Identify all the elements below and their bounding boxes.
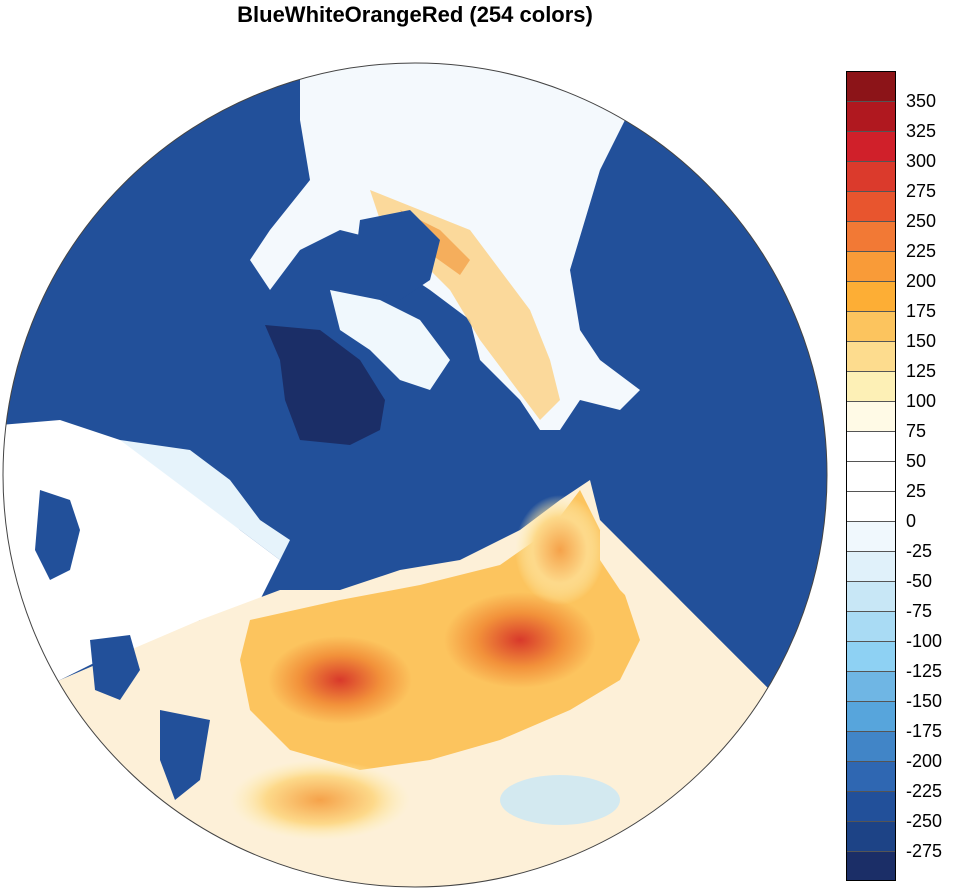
map-boundary xyxy=(2,62,828,888)
colorbar-tick-label: -125 xyxy=(906,661,943,681)
colorbar-tick-label: 275 xyxy=(906,181,937,201)
colorbar-tick-label: -200 xyxy=(906,751,943,771)
colorbar-swatch xyxy=(846,521,896,551)
colorbar-tick-label: -275 xyxy=(906,841,943,861)
baltic-sea xyxy=(35,490,80,580)
kamchatka xyxy=(600,530,670,620)
colorbar-swatch xyxy=(846,101,896,131)
warm-spot-far-east xyxy=(515,495,605,605)
colorbar-tick-label: -25 xyxy=(906,541,933,561)
colorbar-tick-label: 350 xyxy=(906,91,937,111)
colorbar-tick-label: 25 xyxy=(906,481,927,501)
land-europe-north xyxy=(120,440,290,560)
colorbar-tick-label: -225 xyxy=(906,781,943,801)
colorbar-tick-label: -150 xyxy=(906,691,943,711)
black-sea xyxy=(90,635,140,700)
colorbar-swatch xyxy=(846,761,896,791)
colorbar-swatch xyxy=(846,461,896,491)
colorbar-swatch xyxy=(846,581,896,611)
colorbar-tick-label: 225 xyxy=(906,241,937,261)
colorbar-tick-label: 300 xyxy=(906,151,937,171)
polar-map xyxy=(2,62,828,888)
colorbar-tick-label: 125 xyxy=(906,361,937,381)
colorbar-swatch xyxy=(846,161,896,191)
land-europe xyxy=(3,420,280,710)
colorbar-tick-label: -175 xyxy=(906,721,943,741)
colorbar-tick-label: -250 xyxy=(906,811,943,831)
colorbar-tick-label: 50 xyxy=(906,451,927,471)
colorbar-swatch xyxy=(846,851,896,881)
colorbar-swatch xyxy=(846,701,896,731)
colorbar-swatch xyxy=(846,191,896,221)
colorbar-swatch xyxy=(846,491,896,521)
colorbar-tick-label: 100 xyxy=(906,391,937,411)
colorbar-swatch xyxy=(846,791,896,821)
colorbar-tick-label: 250 xyxy=(906,211,937,231)
canadian-archipelago xyxy=(330,290,450,390)
plot-title: BlueWhiteOrangeRed (254 colors) xyxy=(237,2,593,27)
colorbar-swatch xyxy=(846,641,896,671)
colorbar-swatch xyxy=(846,221,896,251)
colorbar-swatch xyxy=(846,431,896,461)
colorbar-tick-label: 150 xyxy=(906,331,937,351)
colorbar-tick-label: 0 xyxy=(906,511,917,531)
colorbar-swatch xyxy=(846,611,896,641)
colorbar xyxy=(846,71,896,881)
greenland xyxy=(265,325,385,445)
hudson-bay xyxy=(355,210,440,300)
colorbar-tick-label: 325 xyxy=(906,121,937,141)
colorbar-tick-label: -50 xyxy=(906,571,933,591)
colorbar-swatch xyxy=(846,821,896,851)
colorbar-swatch xyxy=(846,671,896,701)
colorbar-swatch xyxy=(846,131,896,161)
cool-spot-mongolia xyxy=(500,775,620,825)
colorbar-tick-label: 75 xyxy=(906,421,927,441)
colorbar-swatch xyxy=(846,341,896,371)
colorbar-swatch xyxy=(846,731,896,761)
colorbar-swatch xyxy=(846,281,896,311)
colorbar-swatch xyxy=(846,401,896,431)
hot-spot-east-siberia xyxy=(425,580,615,700)
colorbar-swatch xyxy=(846,251,896,281)
colorbar-swatch xyxy=(846,371,896,401)
caspian-sea xyxy=(160,710,210,800)
colorbar-swatch xyxy=(846,551,896,581)
warm-spot-central-asia xyxy=(230,760,410,840)
colorbar-tick-label: 200 xyxy=(906,271,937,291)
colorbar-tick-label: -75 xyxy=(906,601,933,621)
colorbar-swatch xyxy=(846,71,896,101)
hot-spot-west-siberia xyxy=(250,625,430,735)
colorbar-tick-label: -100 xyxy=(906,631,943,651)
colorbar-swatch xyxy=(846,311,896,341)
colorbar-tick-label: 175 xyxy=(906,301,937,321)
